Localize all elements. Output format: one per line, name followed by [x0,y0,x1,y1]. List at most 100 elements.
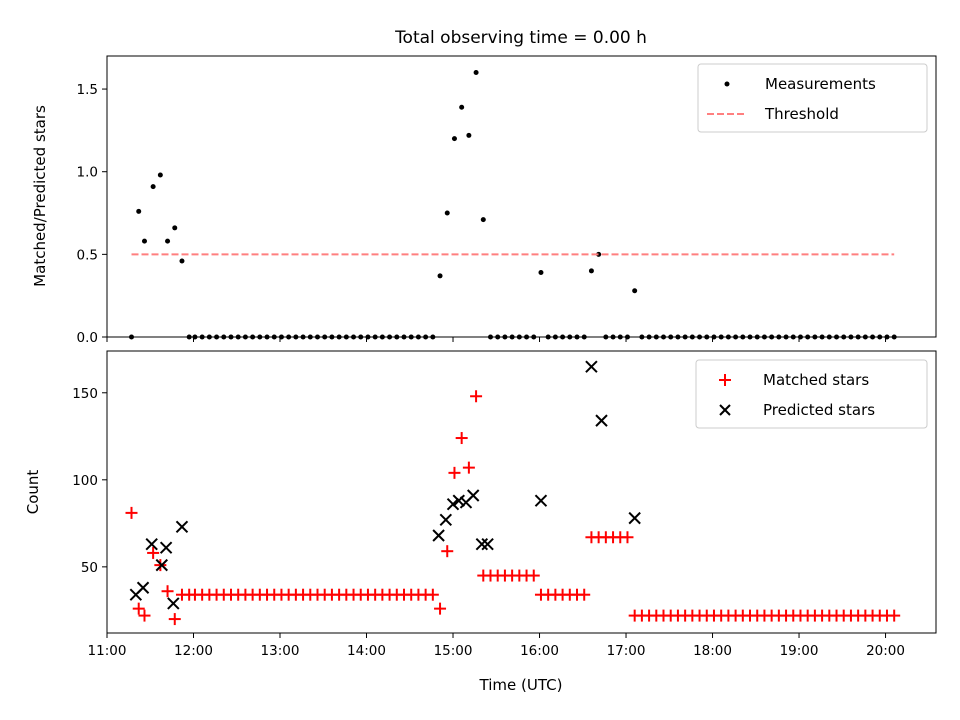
x-tick-label: 20:00 [866,643,905,659]
top-legend: Measurements Threshold [697,63,928,133]
bottom-y-tick: 50 [81,560,107,576]
measurement-point [466,132,472,138]
measurement-point [891,334,897,340]
measurement-point [293,334,299,340]
measurement-point [747,334,753,340]
matched-stars-point [455,432,468,445]
measurement-point [826,334,832,340]
x-tick-label: 17:00 [607,643,646,659]
measurement-point [336,334,342,340]
measurement-point [624,334,630,340]
measurement-point [408,334,414,340]
measurement-point [444,210,450,216]
measurement-point [329,334,335,340]
predicted-stars-point [534,494,548,507]
predicted-stars-point [432,529,445,542]
legend-matched-label: Matched stars [763,371,869,389]
measurement-point [343,334,349,340]
top-y-tick-label: 1.0 [77,165,98,181]
measurement-point [790,334,796,340]
x-tick-label: 13:00 [261,643,300,659]
x-tick-label: 16:00 [520,643,559,659]
x-tick-label: 14:00 [347,643,386,659]
measurement-point [567,334,573,340]
measurement-point [221,334,227,340]
x-tick-label: 12:00 [174,643,213,659]
bottom-x-ticks: 11:00 12:00 13:00 14:00 15:00 16:00 17:00 18:00… [88,633,905,659]
measurement-point [172,225,178,231]
measurement-point [855,334,861,340]
measurement-point [603,334,609,340]
measurement-point [199,334,205,340]
measurement-point [502,334,508,340]
predicted-stars-point [136,581,150,594]
measurement-point [401,334,407,340]
measurement-point [379,334,385,340]
top-y-tick: 0.0 [77,330,107,346]
measurement-point [300,334,306,340]
matched-stars-point [448,466,461,479]
measurement-point [776,334,782,340]
measurement-point [235,334,241,340]
measurement-point [473,70,479,76]
measurement-point [214,334,220,340]
measurement-point [661,334,667,340]
matched-stars-point [125,506,138,519]
x-tick-label: 18:00 [693,643,732,659]
predicted-stars-point [167,597,180,610]
measurement-point [242,334,248,340]
measurement-point [430,334,436,340]
measurement-point [877,334,883,340]
measurement-point [870,334,876,340]
matched-stars-point [462,461,475,474]
measurement-point [668,334,674,340]
measurement-point [314,334,320,340]
predicted-stars-point [159,541,173,554]
measurement-point [769,334,775,340]
measurement-point [862,334,868,340]
measurement-point [250,334,256,340]
matched-stars-point [888,609,901,622]
measurement-point [186,334,192,340]
measurement-point [538,270,544,276]
measurement-point [365,334,371,340]
measurement-point [192,334,198,340]
legend-threshold-label: Threshold [764,105,839,123]
measurement-point [165,238,171,244]
measurement-point [136,208,142,214]
measurement-point [358,334,364,340]
predicted-stars-point [155,558,168,572]
measurement-point [733,334,739,340]
top-marks [129,70,897,340]
legend-measurements-marker [724,81,730,87]
measurement-point [711,334,717,340]
measurement-point [617,334,623,340]
measurement-point [819,334,825,340]
measurement-point [884,334,890,340]
matched-stars-point [147,546,160,559]
measurement-point [610,334,616,340]
top-y-tick-label: 0.5 [77,247,98,263]
bottom-y-axis-label: Count [24,470,42,515]
bottom-x-tick: 15:00 [434,633,472,659]
matched-stars-point [138,609,151,622]
matched-stars-point [154,559,167,572]
x-tick-label: 19:00 [780,643,819,659]
measurement-point [516,334,522,340]
top-y-tick-label: 1.5 [77,82,98,98]
bottom-y-tick-label: 50 [81,560,98,576]
measurement-point [812,334,818,340]
bottom-x-tick: 19:00 [780,633,819,659]
top-y-tick: 1.0 [77,165,107,181]
top-y-tick-label: 0.0 [77,330,98,346]
measurement-point [264,334,270,340]
measurement-point [646,334,652,340]
measurement-point [257,334,263,340]
bottom-y-ticks: 50 100 150 [72,386,107,576]
predicted-stars-point [595,414,608,427]
measurement-point [560,334,566,340]
bottom-x-tick: 11:00 [88,633,126,659]
top-legend-box [697,63,928,133]
bottom-plot-frame [106,350,937,634]
